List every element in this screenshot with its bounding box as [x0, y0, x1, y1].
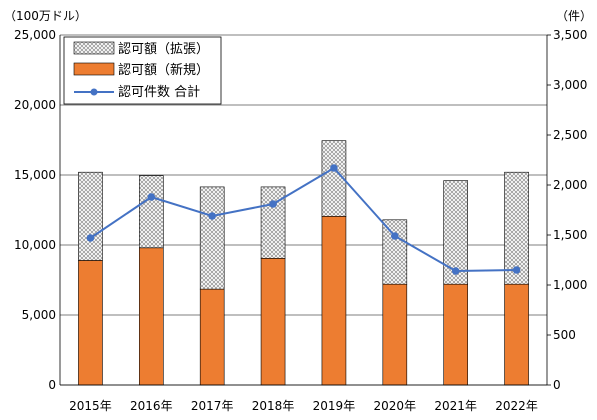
y-right-tick-label: 500	[553, 328, 576, 342]
y-left-tick-label: 10,000	[14, 238, 56, 252]
x-tick-label: 2022年	[495, 399, 538, 413]
point-count	[147, 193, 156, 201]
bar-expansion	[260, 186, 286, 259]
y-right-tick-label: 0	[553, 378, 561, 392]
point-count	[86, 234, 95, 242]
x-tick-label: 2016年	[130, 399, 173, 413]
y-right-tick-label: 2,000	[553, 178, 587, 192]
legend-label-count: 認可件数 合計	[118, 84, 200, 100]
legend-swatch-count-marker	[90, 88, 98, 96]
legend-swatch-expansion	[73, 41, 115, 55]
bar-expansion	[199, 186, 225, 290]
bar-new	[504, 283, 529, 386]
bar-expansion	[321, 140, 347, 217]
bar-new	[199, 288, 225, 386]
y-left-tick-label: 25,000	[14, 28, 56, 42]
y-right-tick-label: 1,000	[553, 278, 587, 292]
point-count	[391, 232, 399, 240]
bar-expansion	[504, 171, 529, 285]
line-series	[86, 164, 521, 275]
legend: 認可額（拡張） 認可額（新規） 認可件数 合計	[63, 36, 222, 105]
y-left-tick-label: 0	[48, 378, 56, 392]
legend-label-expansion: 認可額（拡張）	[118, 41, 209, 57]
bar-new	[260, 257, 286, 386]
x-tick-label: 2015年	[69, 399, 112, 413]
right-axis-unit: （件）	[556, 9, 592, 23]
x-tick-label: 2021年	[434, 399, 477, 413]
legend-swatch-new	[73, 62, 115, 76]
x-tick-label: 2020年	[374, 399, 417, 413]
y-right-tick-label: 3,500	[553, 28, 587, 42]
y-right-tick-label: 3,000	[553, 78, 587, 92]
x-tick-label: 2019年	[313, 399, 356, 413]
point-count	[512, 266, 521, 274]
bar-new	[321, 216, 347, 386]
y-right-tick-label: 2,500	[553, 128, 587, 142]
bars	[78, 140, 529, 386]
y-right-tick-label: 1,500	[553, 228, 587, 242]
y-left-tick-label: 5,000	[22, 308, 56, 322]
bar-new	[443, 283, 468, 386]
point-count	[269, 200, 277, 208]
bar-new	[78, 260, 103, 386]
axes: 0 5,000 10,000 15,000 20,000 25,000 0 500 1,000 1…	[14, 28, 587, 413]
line-count	[89, 166, 517, 273]
point-count	[451, 267, 460, 275]
bar-expansion	[382, 219, 408, 285]
bar-new	[139, 247, 164, 386]
legend-label-new: 認可額（新規）	[118, 62, 209, 78]
y-left-tick-label: 15,000	[14, 168, 56, 182]
x-tick-label: 2018年	[252, 399, 295, 413]
bar-expansion	[78, 171, 103, 261]
bar-new	[382, 283, 408, 386]
left-axis-unit: （100万ドル）	[4, 9, 87, 23]
x-tick-label: 2017年	[191, 399, 234, 413]
point-count	[208, 212, 216, 220]
y-left-tick-label: 20,000	[14, 98, 56, 112]
point-count	[330, 164, 338, 172]
bar-expansion	[139, 175, 164, 249]
